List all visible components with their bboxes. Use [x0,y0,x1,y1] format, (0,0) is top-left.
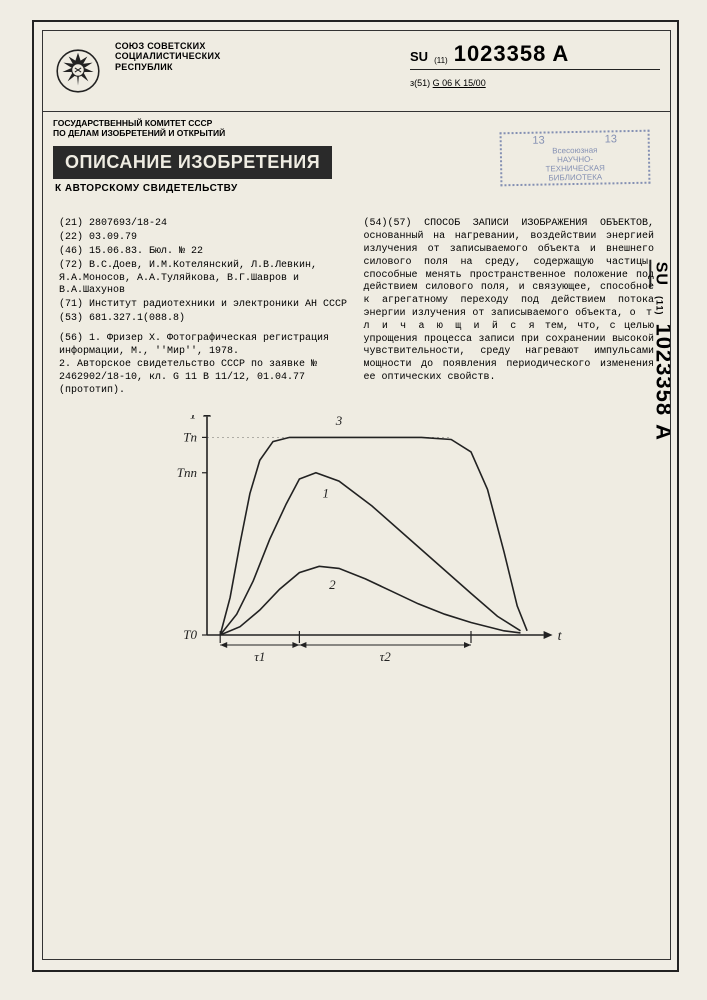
patent-id-box: SU (11) 1023358 A з(51) G 06 K 15/00 [410,31,670,111]
org-line: РЕСПУБЛИК [115,62,404,72]
side-patent-code: SU (11) 1023358 A [649,260,671,441]
field-53: (53) 681.327.1(088.8) [59,313,350,326]
svg-text:τ2: τ2 [379,649,391,664]
ussr-emblem-icon [43,31,113,111]
svg-text:Tп: Tп [183,429,197,444]
header: СОЮЗ СОВЕТСКИХ СОЦИАЛИСТИЧЕСКИХ РЕСПУБЛИ… [43,31,670,112]
field-21: (21) 2807693/18-24 [59,218,350,231]
svg-text:T0: T0 [183,627,197,642]
library-stamp: 1313 Всесоюзная НАУЧНО- ТЕХНИЧЕСКАЯ БИБЛ… [500,130,651,187]
org-line: СОЦИАЛИСТИЧЕСКИХ [115,51,404,61]
svg-text:t: t [557,629,562,644]
right-column: (54)(57) СПОСОБ ЗАПИСИ ИЗОБРАЖЕНИЯ ОБЪЕК… [364,218,655,398]
field-11: (11) [434,56,448,65]
field-56-1: (56) 1. Фризер Х. Фотографическая регист… [59,333,350,359]
field-71: (71) Институт радиотехники и электроники… [59,299,350,312]
temperature-chart: Tп Tпп T0 Tt 3 1 2 τ1 τ2 [147,415,567,675]
body-columns: (21) 2807693/18-24 (22) 03.09.79 (46) 15… [43,200,670,402]
document-page: СОЮЗ СОВЕТСКИХ СОЦИАЛИСТИЧЕСКИХ РЕСПУБЛИ… [42,30,671,960]
field-56-2: 2. Авторское свидетельство СССР по заявк… [59,359,350,397]
document-title: ОПИСАНИЕ ИЗОБРЕТЕНИЯ [53,146,332,179]
org-line: СОЮЗ СОВЕТСКИХ [115,41,404,51]
abstract-body: , основанный на нагревании, воздействии … [364,218,655,319]
svg-text:3: 3 [334,415,342,428]
patent-number: 1023358 [454,41,547,67]
left-column: (21) 2807693/18-24 (22) 03.09.79 (46) 15… [59,218,350,398]
committee: ГОСУДАРСТВЕННЫЙ КОМИТЕТ СССР ПО ДЕЛАМ ИЗ… [43,112,410,142]
svg-text:T: T [189,415,199,423]
abstract-title: (54)(57) СПОСОБ ЗАПИСИ ИЗОБРАЖЕНИЯ ОБЪЕК… [364,218,648,229]
svg-text:τ1: τ1 [254,649,265,664]
svg-text:2: 2 [329,577,336,592]
field-72: (72) В.С.Доев, И.М.Котелянский, Л.В.Левк… [59,260,350,298]
committee-line: ГОСУДАРСТВЕННЫЙ КОМИТЕТ СССР [53,118,410,128]
committee-line: ПО ДЕЛАМ ИЗОБРЕТЕНИЙ И ОТКРЫТИЙ [53,128,410,138]
field-46: (46) 15.06.83. Бюл. № 22 [59,246,350,259]
svg-text:1: 1 [322,485,329,500]
chart-svg: Tп Tпп T0 Tt 3 1 2 τ1 τ2 [147,415,567,675]
svg-text:Tпп: Tпп [176,464,196,479]
ipc-class: з(51) G 06 K 15/00 [410,78,660,88]
issuing-org: СОЮЗ СОВЕТСКИХ СОЦИАЛИСТИЧЕСКИХ РЕСПУБЛИ… [113,31,410,111]
patent-suffix: A [552,41,568,67]
patent-number-line: SU (11) 1023358 A [410,41,660,70]
field-22: (22) 03.09.79 [59,232,350,245]
su-label: SU [410,49,428,64]
